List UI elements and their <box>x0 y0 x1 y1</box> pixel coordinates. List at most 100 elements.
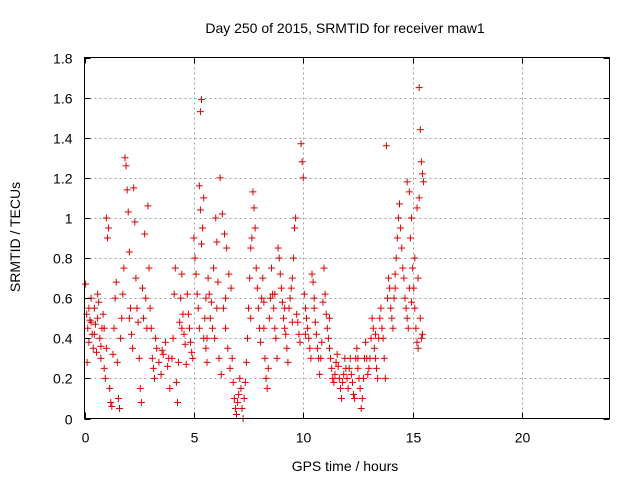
data-point <box>278 298 286 306</box>
y-tick-label: 1.6 <box>53 91 73 107</box>
data-point <box>131 218 139 226</box>
data-point <box>299 174 307 182</box>
data-point <box>128 330 136 338</box>
data-point <box>113 358 121 366</box>
y-tick-labels: 0 0.2 0.4 0.6 0.8 1 1.2 1.4 1.6 1.8 <box>53 51 73 428</box>
data-point <box>141 230 149 238</box>
y-tick-label: 0.6 <box>53 291 73 307</box>
data-point <box>176 318 184 326</box>
data-point <box>257 338 265 346</box>
data-point <box>304 324 312 332</box>
data-point <box>199 224 207 232</box>
data-point <box>171 264 179 272</box>
data-point <box>140 314 148 322</box>
data-point <box>203 358 211 366</box>
data-point <box>135 354 143 362</box>
data-point <box>354 364 362 372</box>
data-point <box>129 344 137 352</box>
data-point <box>126 304 134 312</box>
data-point <box>205 290 213 298</box>
data-point <box>321 290 329 298</box>
data-point <box>247 314 255 322</box>
data-point <box>417 158 425 166</box>
data-point <box>387 304 395 312</box>
data-point <box>284 358 292 366</box>
data-point <box>236 374 244 382</box>
data-point <box>155 358 163 366</box>
data-point <box>390 294 398 302</box>
data-point <box>403 178 411 186</box>
data-point <box>281 324 289 332</box>
data-point <box>362 338 370 346</box>
data-point <box>351 394 359 402</box>
data-point <box>377 304 385 312</box>
data-point <box>251 224 259 232</box>
data-point <box>108 402 116 410</box>
data-point <box>253 284 261 292</box>
data-point <box>119 290 127 298</box>
data-point <box>169 334 177 342</box>
data-point <box>416 126 424 134</box>
data-point <box>369 324 377 332</box>
data-point <box>411 254 419 262</box>
data-point <box>241 378 249 386</box>
data-point <box>358 394 366 402</box>
data-point <box>216 174 224 182</box>
data-point <box>254 304 262 312</box>
data-point <box>370 344 378 352</box>
data-point <box>117 334 125 342</box>
data-point <box>300 290 308 298</box>
data-point <box>186 324 193 332</box>
data-point <box>207 298 215 306</box>
data-point <box>404 324 412 332</box>
data-point <box>391 270 399 278</box>
data-point <box>280 314 288 322</box>
data-point <box>153 344 161 352</box>
y-tick-label: 1 <box>65 211 73 227</box>
data-point <box>177 294 185 302</box>
x-tick-label: 20 <box>515 430 531 446</box>
chart-title: Day 250 of 2015, SRMTID for receiver maw… <box>205 20 485 36</box>
data-point <box>392 254 400 262</box>
data-point <box>101 374 109 382</box>
x-tick-label: 0 <box>82 430 90 446</box>
data-point <box>399 264 407 272</box>
data-point <box>178 324 186 332</box>
data-point <box>347 370 355 378</box>
data-point <box>303 314 311 322</box>
data-point <box>354 354 362 362</box>
x-tick-label: 15 <box>406 430 422 446</box>
data-point <box>227 284 235 292</box>
data-point <box>316 370 324 378</box>
data-point <box>400 274 408 282</box>
data-point <box>270 304 278 312</box>
data-point <box>345 364 353 372</box>
data-point <box>188 348 196 356</box>
data-point <box>263 384 271 392</box>
axis-ticks <box>84 57 610 420</box>
data-point <box>408 214 416 222</box>
data-point <box>192 270 200 278</box>
data-point <box>328 364 336 372</box>
data-point <box>401 294 409 302</box>
data-point <box>221 230 228 238</box>
data-point <box>202 294 210 302</box>
data-point <box>388 314 396 322</box>
data-point <box>175 358 183 366</box>
data-point <box>142 294 150 302</box>
data-point <box>116 404 123 412</box>
data-point <box>309 278 317 286</box>
data-point <box>397 224 405 232</box>
data-point <box>242 358 250 366</box>
data-point <box>94 314 102 322</box>
data-point <box>222 324 230 332</box>
data-point <box>295 330 303 338</box>
data-point <box>396 200 403 208</box>
data-point <box>385 274 393 282</box>
data-point <box>219 304 227 312</box>
data-point <box>90 330 98 338</box>
data-point <box>310 294 318 302</box>
data-point <box>260 324 268 332</box>
data-point <box>408 298 416 306</box>
data-point <box>398 244 406 252</box>
